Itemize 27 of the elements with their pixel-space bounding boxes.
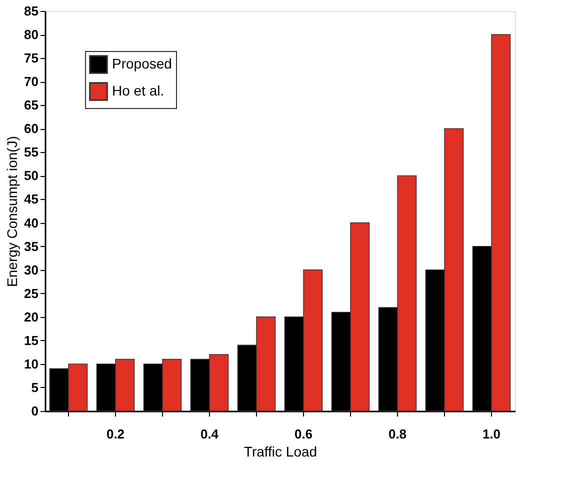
y-tick-label: 25 <box>24 286 38 301</box>
y-tick-label: 20 <box>24 309 38 324</box>
y-tick-label: 35 <box>24 238 38 254</box>
y-tick-label: 60 <box>24 121 38 136</box>
x-tick-label: 0.2 <box>106 426 125 442</box>
y-tick-label: 65 <box>24 98 38 113</box>
legend-label: Proposed <box>112 56 172 72</box>
y-tick-label: 70 <box>24 74 38 90</box>
legend-label: Ho et al. <box>112 82 164 98</box>
y-tick-label: 85 <box>24 4 38 18</box>
y-tick-label: 80 <box>24 27 38 42</box>
y-tick-label: 5 <box>31 380 38 395</box>
y-tick-label: 45 <box>24 192 38 207</box>
y-tick-label: 55 <box>24 144 38 160</box>
x-tick-label: 1.0 <box>482 426 501 442</box>
x-axis-title: Traffic Load <box>244 444 318 460</box>
x-tick-label: 0.8 <box>388 426 407 442</box>
y-tick-label: 10 <box>24 356 38 372</box>
y-tick-label: 75 <box>24 50 38 66</box>
x-tick-label: 0.6 <box>294 426 313 442</box>
y-tick-label: 15 <box>24 332 38 348</box>
y-axis-title: Energy Consumpt ion(J) <box>4 136 20 287</box>
y-tick-label: 30 <box>24 262 38 278</box>
y-tick-label: 50 <box>24 168 38 184</box>
x-tick-label: 0.4 <box>200 426 220 442</box>
y-tick-label: 40 <box>24 215 38 230</box>
y-tick-label: 0 <box>31 404 38 418</box>
